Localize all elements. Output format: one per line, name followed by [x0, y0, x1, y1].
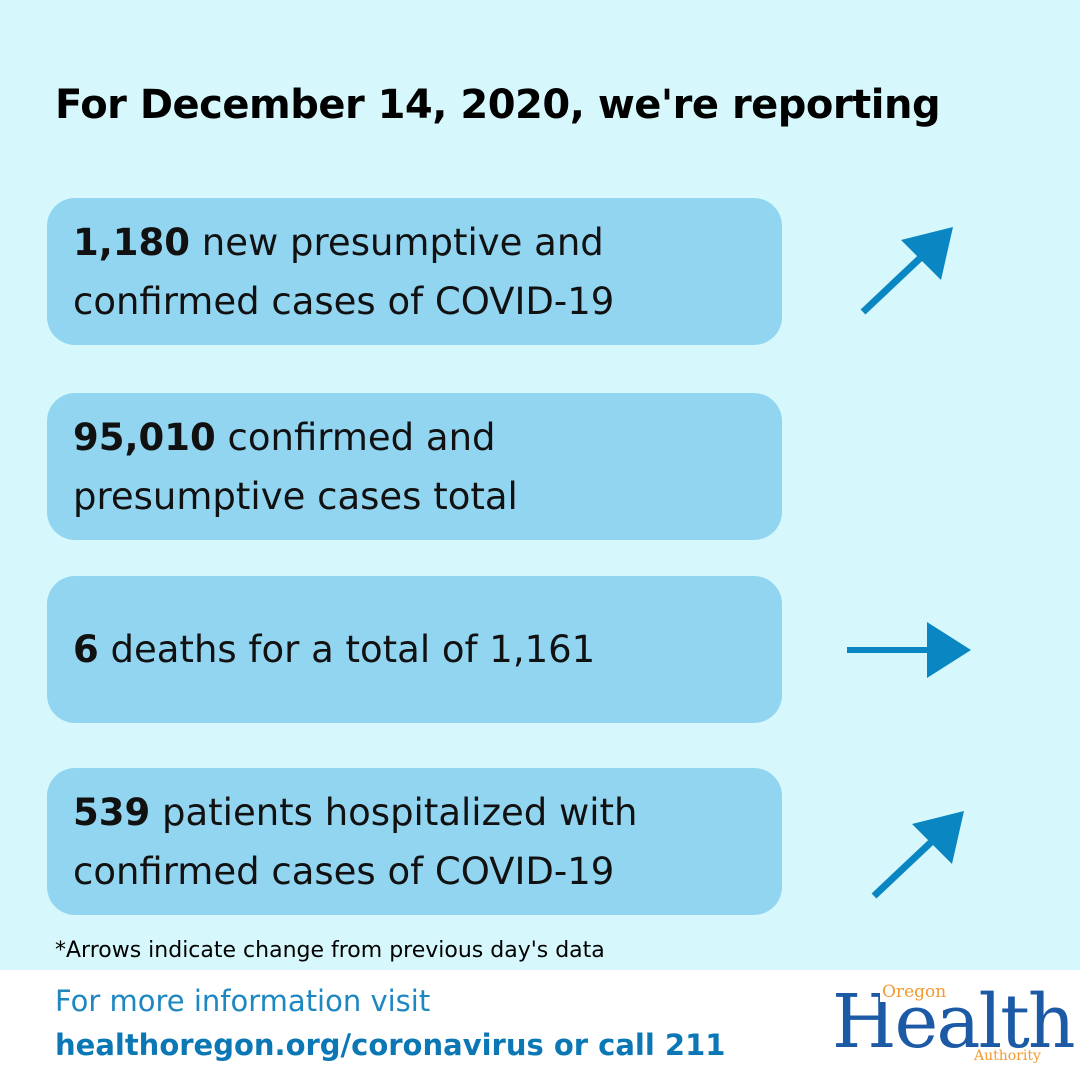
stat-line-1: 539 patients hospitalized with: [73, 783, 638, 842]
stat-card-deaths: 6 deaths for a total of 1,161: [47, 576, 782, 723]
arrow-right-icon: [847, 622, 971, 678]
footer-link[interactable]: healthoregon.org/coronavirus or call 211: [55, 1028, 726, 1062]
stat-card-hospitalized: 539 patients hospitalized with confirmed…: [47, 768, 782, 915]
stat-line-1: 95,010 confirmed and: [73, 408, 518, 467]
stat-text: confirmed and: [215, 415, 496, 459]
logo-top-text: Oregon: [880, 982, 949, 1002]
stat-text: new presumptive and: [190, 220, 604, 264]
page-title: For December 14, 2020, we're reporting: [55, 82, 941, 128]
footer-info-text: For more information visit: [55, 984, 431, 1018]
stat-line-1: 6 deaths for a total of 1,161: [73, 620, 595, 679]
arrow-up-right-icon: [860, 227, 953, 315]
stat-number: 539: [73, 790, 151, 834]
stat-line-1: 1,180 new presumptive and: [73, 213, 614, 272]
footnote: *Arrows indicate change from previous da…: [55, 938, 605, 963]
stat-text: patients hospitalized with: [150, 790, 638, 834]
arrow-up-right-icon: [871, 811, 964, 899]
stat-number: 6: [73, 628, 99, 671]
stat-line-2: presumptive cases total: [73, 474, 518, 518]
logo-bottom-text: Authority: [972, 1048, 1043, 1064]
stat-text: deaths for a total of 1,161: [98, 628, 596, 671]
stat-card-total-cases: 95,010 confirmed and presumptive cases t…: [47, 393, 782, 540]
stat-line-2: confirmed cases of COVID-19: [73, 279, 615, 323]
stat-line-2: confirmed cases of COVID-19: [73, 849, 615, 893]
oha-logo: Health Oregon Authority: [832, 980, 1076, 1072]
stat-number: 95,010: [73, 415, 216, 459]
footer: For more information visit healthoregon.…: [0, 970, 1080, 1080]
stat-card-new-cases: 1,180 new presumptive and confirmed case…: [47, 198, 782, 345]
stat-number: 1,180: [73, 220, 191, 264]
